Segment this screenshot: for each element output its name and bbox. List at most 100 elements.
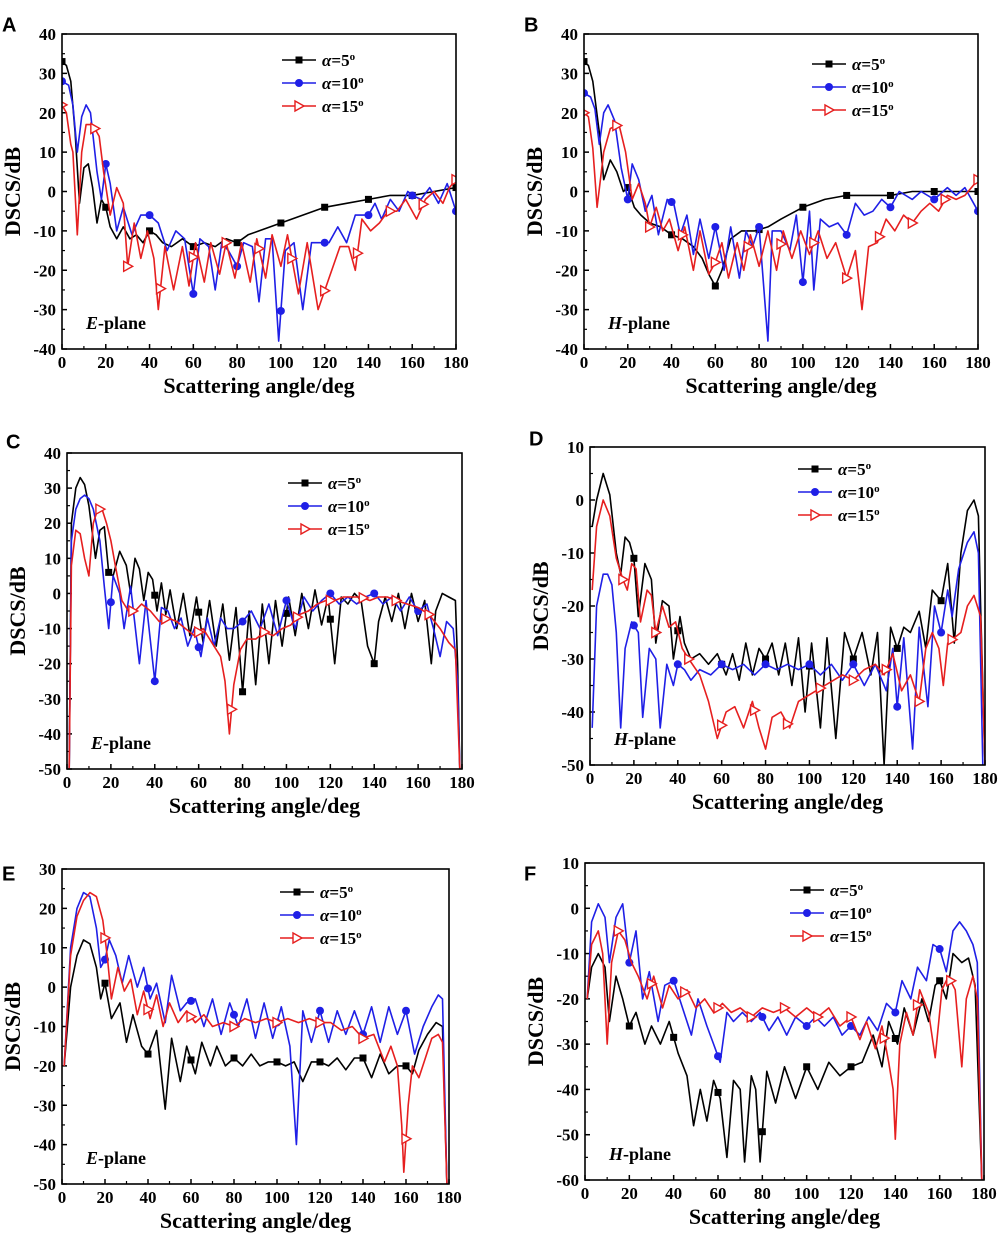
- panel-a-xtick-label: 120: [312, 353, 338, 372]
- panel-b-series-3: [584, 109, 978, 311]
- panel-f-xtick-label: 40: [665, 1184, 682, 1203]
- panel-e-series-3-marker: [186, 1010, 198, 1023]
- panel-c-ytick-label: 0: [53, 584, 62, 603]
- panel-c-ytick-label: -30: [38, 690, 61, 709]
- panel-c-series-3-marker: [358, 591, 370, 605]
- panel-d-xtick-label: 20: [625, 769, 642, 788]
- panel-e-series-1-line: [63, 939, 448, 1184]
- panel-b-xtick-label: 140: [878, 353, 904, 372]
- panel-c-xtick-label: 0: [63, 773, 72, 792]
- panel-b-legend-label-3: α=15o: [852, 101, 894, 120]
- panel-a-series-2-marker: [101, 159, 110, 168]
- panel-e-series-2-line: [63, 891, 448, 1184]
- panel-f-series-2-marker: [802, 1022, 811, 1031]
- panel-f-series-2-line: [586, 903, 983, 1180]
- panel-f-ytick-label: 10: [562, 854, 579, 873]
- panel-f-series-3-marker: [813, 1010, 825, 1024]
- panel-a-series-1-marker: [364, 195, 372, 203]
- panel-d-ylabel: DSCS/dB: [528, 561, 553, 651]
- panel-f-ytick-label: -10: [556, 945, 579, 964]
- panel-d-series-2: [591, 531, 984, 765]
- panel-d-ytick-label: -20: [561, 597, 584, 616]
- panel-b-series-1: [584, 58, 978, 290]
- panel-e-series-2-marker: [230, 1010, 238, 1019]
- panel-f-legend: α=5o α=10o α=15o: [790, 881, 872, 946]
- panel-b-series-2-marker: [842, 230, 851, 239]
- panel-c-xtick-label: 60: [190, 773, 207, 792]
- panel-a-ytick-label: 20: [39, 104, 56, 123]
- panel-c-series-3-marker: [292, 610, 304, 624]
- panel-d-series-2-marker: [849, 660, 858, 669]
- panel-f-series-1-marker: [803, 1063, 811, 1071]
- panel-f-series-1-marker: [936, 977, 944, 985]
- panel-a-legend-label-1: α=5o: [322, 51, 356, 70]
- panel-f-xtick-label: 100: [794, 1184, 820, 1203]
- panel-d-series-3-marker: [684, 652, 696, 666]
- panel-a-xtick-label: 20: [97, 353, 114, 372]
- panel-e-ytick-label: -50: [33, 1175, 56, 1194]
- panel-f-legend-marker-3: [802, 929, 814, 943]
- panel-b-series-1-marker: [974, 188, 978, 195]
- panel-c-ytick-label: -10: [38, 620, 61, 639]
- panel-d-label: D: [529, 429, 543, 451]
- panel-c-legend-marker-1: [301, 479, 309, 487]
- panel-b-xtick-label: 80: [751, 353, 768, 372]
- panel-b-legend-label-1: α=5o: [852, 55, 886, 74]
- panel-b-ytick-label: 20: [561, 104, 578, 123]
- panel-e-series-2-marker: [402, 1006, 410, 1015]
- panel-d-series-2-marker: [673, 660, 682, 669]
- panel-c-series-2-marker: [106, 598, 115, 607]
- panel-b-series-1-marker: [930, 188, 938, 195]
- panel-c-ytick-label: 10: [44, 549, 61, 568]
- panel-e-series-1-marker: [316, 1058, 324, 1066]
- panel-a-xtick-label: 60: [185, 353, 202, 372]
- panel-a-ytick-label: -10: [33, 222, 56, 241]
- panel-a-series-2-marker: [320, 238, 329, 247]
- panel-b-series-2-marker: [755, 222, 764, 231]
- panel-e-xtick-label: 80: [226, 1188, 243, 1207]
- panel-b-series-2-marker: [667, 198, 676, 206]
- panel-f-series-3-marker: [912, 998, 924, 1012]
- panel-b-series-3-marker: [644, 220, 657, 234]
- panel-d-series-2-marker: [893, 702, 902, 711]
- panel-e-series-3-marker: [315, 1016, 327, 1029]
- panel-d-ytick-label: -50: [561, 756, 584, 775]
- panel-b-series-3-marker: [973, 173, 978, 186]
- panel-d-series-3-marker: [914, 695, 926, 708]
- panel-c-legend: α=5o α=10o α=15o: [288, 474, 370, 539]
- panel-d-series-3-marker: [815, 681, 827, 695]
- panel-e-legend-marker-3: [292, 931, 304, 945]
- panel-e-series-2: [63, 891, 448, 1184]
- panel-d-xtick-label: 80: [757, 769, 774, 788]
- panel-f-series-3-marker: [680, 985, 692, 999]
- panel-c-series-3-line: [68, 508, 461, 769]
- panel-c-legend-marker-3: [300, 522, 312, 536]
- panel-e-frame: [61, 868, 450, 1185]
- panel-e-xtick-label: 20: [97, 1188, 114, 1207]
- panel-f-legend-marker-1: [803, 886, 811, 894]
- panel-c-series-1-marker: [105, 568, 113, 576]
- panel-a-legend-label-2: α=10o: [322, 74, 364, 93]
- panel-e-plane-annotation: E-plane: [85, 1148, 146, 1168]
- panel-f-xtick-label: 80: [754, 1184, 771, 1203]
- panel-d-xtick-label: 120: [841, 769, 867, 788]
- panel-a-series-2-marker: [145, 211, 154, 220]
- panel-c-series-1-marker: [326, 615, 334, 623]
- panel-f-ytick-label: -60: [556, 1171, 579, 1190]
- panel-d-series-3-marker: [651, 626, 663, 639]
- panel-c-series-2-marker: [370, 589, 379, 598]
- panel-d-series-3-marker: [782, 717, 794, 731]
- panel-e-ytick-label: 0: [48, 978, 57, 997]
- panel-b-legend-marker-3: [824, 103, 836, 117]
- panel-b-ytick-label: -40: [555, 340, 578, 359]
- panel-a-series-2-marker: [364, 211, 373, 220]
- panel-e-legend-marker-2: [293, 911, 301, 919]
- panel-c-xlabel: Scattering angle/deg: [169, 793, 360, 818]
- panel-d-series-2-marker: [937, 628, 946, 637]
- panel-d-series-3-marker: [618, 573, 630, 586]
- panel-d-xtick-label: 140: [884, 769, 910, 788]
- panel-d-ytick-label: -10: [561, 544, 584, 563]
- panel-a-series-1-marker: [189, 243, 197, 251]
- panel-e-legend-label-3: α=15o: [320, 929, 362, 948]
